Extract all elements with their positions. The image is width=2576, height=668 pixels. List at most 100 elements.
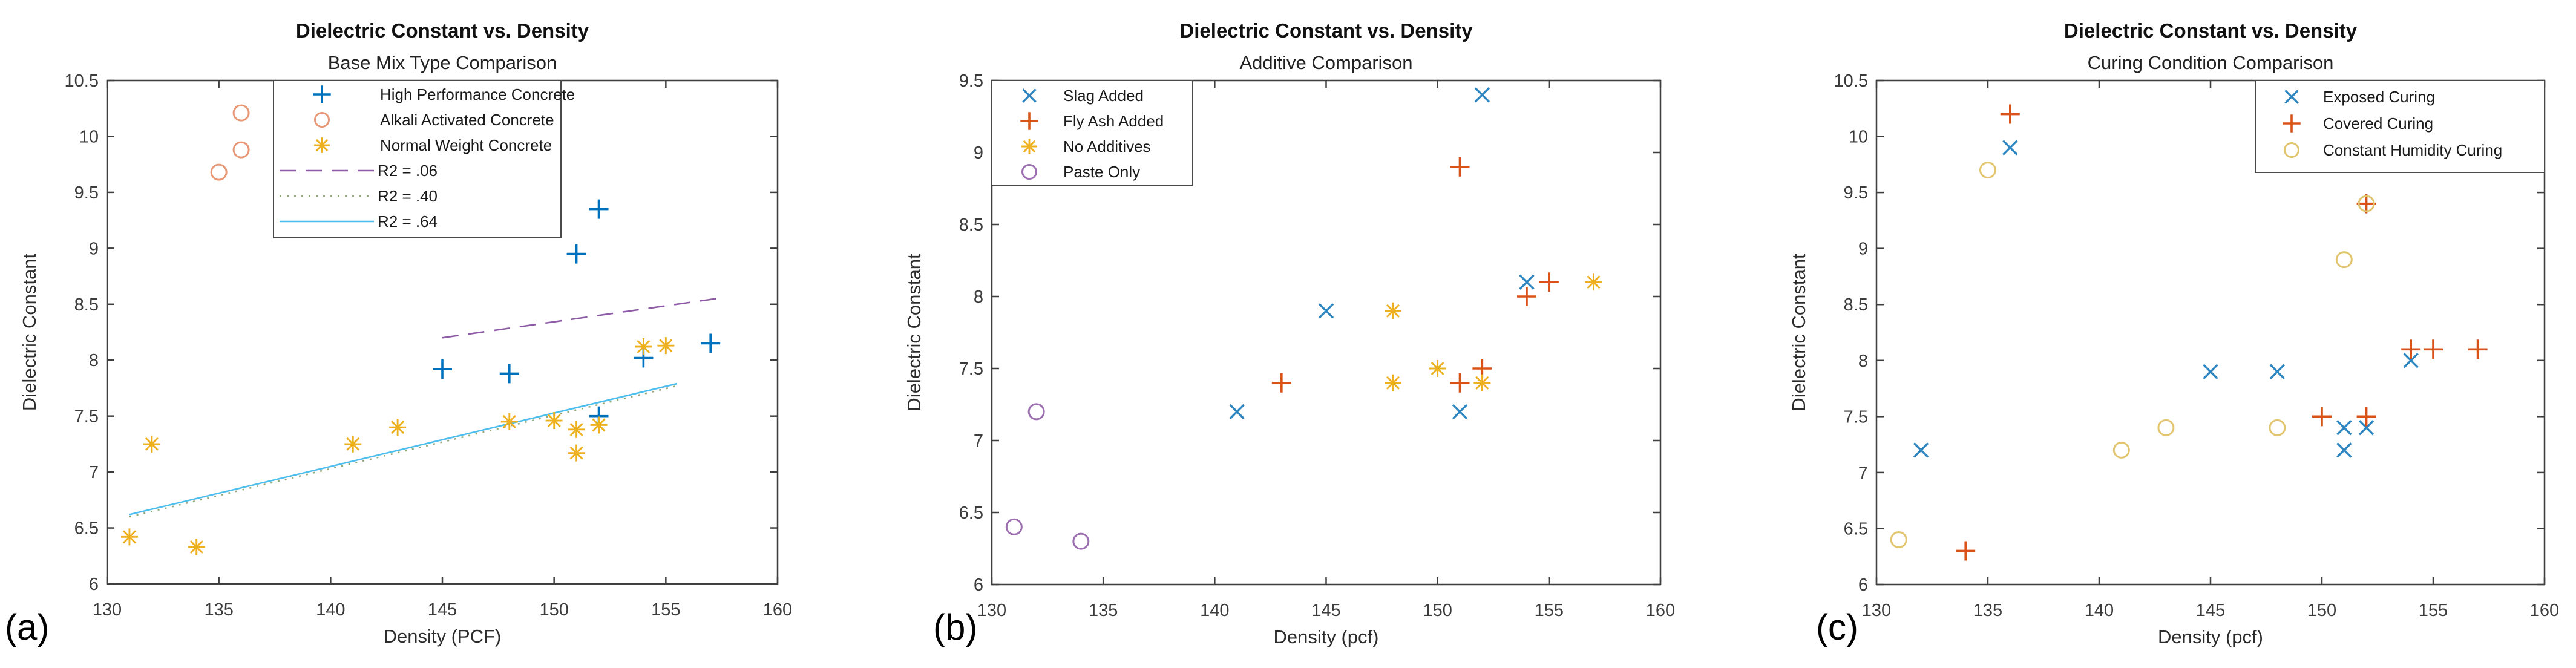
- y-axis-label: Dielectric Constant: [903, 254, 925, 411]
- x-tick-label: 140: [316, 600, 345, 620]
- legend-label: Normal Weight Concrete: [380, 136, 552, 154]
- data-point-circle: [2335, 251, 2353, 269]
- legend-label: No Additives: [1063, 137, 1151, 156]
- y-tick-label: 8.5: [1844, 295, 1868, 315]
- x-tick-label: 135: [1973, 601, 2002, 620]
- plot-title: Dielectric Constant vs. Density: [1179, 19, 1473, 42]
- x-tick-label: 130: [1862, 601, 1891, 620]
- data-point-x: [2203, 364, 2218, 379]
- x-axis-label: Density (pcf): [2158, 626, 2263, 647]
- data-point-circle: [2358, 195, 2375, 212]
- x-tick-label: 130: [977, 601, 1006, 620]
- series-fly-ash-added: [1271, 157, 1559, 393]
- legend-marker-circle-icon: [2284, 142, 2299, 158]
- data-point-circle: [210, 163, 228, 181]
- legend-marker-asterisk-icon: [1021, 139, 1037, 154]
- plot-b: Dielectric Constant vs. Density Additive …: [903, 19, 1675, 647]
- data-point-plus: [2000, 104, 2020, 124]
- data-point-x: [1229, 404, 1245, 420]
- data-point-asterisk: [635, 338, 652, 356]
- x-tick-label: 150: [2307, 601, 2336, 620]
- legend-label: Constant Humidity Curing: [2323, 141, 2502, 159]
- legend-box: [991, 80, 1193, 186]
- data-point-circle: [232, 141, 250, 159]
- data-point-plus: [433, 359, 452, 379]
- x-tick-label: 135: [1089, 601, 1118, 620]
- legend-label: Alkali Activated Concrete: [380, 111, 554, 129]
- data-point-plus: [2356, 194, 2376, 214]
- series-constant-humidity-curing: [1890, 162, 2375, 548]
- x-tick-label: 145: [2196, 601, 2225, 620]
- data-point-plus: [1450, 157, 1470, 177]
- legend-marker-plus-icon: [1020, 112, 1038, 130]
- legend-marker-x-icon: [2284, 90, 2299, 104]
- legend-marker-circle-icon: [314, 112, 330, 128]
- series-covered-curing: [1956, 104, 2488, 561]
- legend-marker-plus-icon: [313, 85, 331, 103]
- legend-marker-circle-icon: [1021, 164, 1037, 180]
- data-point-circle: [1027, 403, 1045, 421]
- y-tick-label: 9: [974, 143, 983, 163]
- plot-a: Dielectric Constant vs. Density Base Mix …: [19, 19, 792, 647]
- data-point-x: [2002, 140, 2018, 156]
- y-tick-label: 7.5: [1844, 407, 1868, 427]
- y-tick-label: 8: [974, 287, 983, 307]
- plot-subtitle: Base Mix Type Comparison: [328, 52, 557, 73]
- y-tick-label: 10: [79, 127, 99, 146]
- trend-line: [442, 296, 724, 339]
- data-point-x: [1452, 404, 1468, 420]
- data-point-x: [2336, 442, 2352, 458]
- data-point-asterisk: [120, 528, 138, 546]
- data-point-plus: [1539, 272, 1559, 292]
- y-tick-label: 6: [974, 575, 983, 595]
- data-point-asterisk: [188, 538, 205, 555]
- data-point-plus: [1517, 287, 1536, 306]
- series-alkali-activated-concrete: [210, 104, 250, 181]
- data-point-asterisk: [568, 444, 585, 462]
- y-tick-label: 9.5: [1844, 183, 1868, 203]
- y-tick-label: 7: [974, 431, 983, 451]
- data-point-plus: [566, 244, 586, 264]
- data-point-asterisk: [143, 435, 160, 453]
- data-point-asterisk: [657, 337, 675, 355]
- data-point-circle: [1979, 162, 1996, 179]
- data-point-plus: [2356, 407, 2376, 427]
- trend-line: [129, 385, 678, 518]
- y-tick-label: 10.5: [1834, 71, 1868, 91]
- data-point-plus: [1956, 541, 1976, 561]
- legend-marker-asterisk-icon: [314, 137, 330, 153]
- y-tick-label: 6: [89, 575, 99, 594]
- y-tick-label: 6.5: [1844, 519, 1868, 539]
- x-axis-label: Density (PCF): [384, 626, 502, 647]
- series-normal-weight-concrete: [120, 337, 675, 555]
- series-high-performance-concrete: [433, 199, 721, 426]
- legend-label: High Performance Concrete: [380, 85, 575, 103]
- y-tick-label: 8.5: [959, 215, 983, 235]
- data-point-circle: [1005, 518, 1023, 535]
- panel-letter-c: (c): [1816, 607, 1858, 647]
- plot-title: Dielectric Constant vs. Density: [296, 19, 589, 42]
- data-point-x: [1318, 303, 1334, 319]
- x-tick-label: 150: [539, 600, 568, 620]
- data-point-plus: [701, 333, 721, 353]
- legend-box: [273, 80, 562, 238]
- y-tick-label: 7: [1858, 463, 1868, 483]
- panel-letter-a: (a): [5, 607, 50, 647]
- data-point-asterisk: [389, 419, 407, 436]
- data-point-x: [1474, 87, 1490, 103]
- y-axis-label: Dielectric Constant: [1788, 254, 1809, 411]
- data-point-asterisk: [1585, 273, 1602, 291]
- legend-marker-x-icon: [1022, 88, 1037, 103]
- data-point-asterisk: [1385, 374, 1401, 391]
- y-tick-label: 6: [1858, 575, 1868, 595]
- data-point-plus: [589, 199, 609, 219]
- plot-title: Dielectric Constant vs. Density: [2064, 19, 2358, 42]
- series-slag-added: [1229, 87, 1535, 420]
- plot-subtitle: Additive Comparison: [1239, 52, 1412, 73]
- data-point-circle: [232, 104, 250, 122]
- panel-b: Dielectric Constant vs. Density Additive …: [859, 0, 1717, 668]
- plot-subtitle: Curing Condition Comparison: [2088, 52, 2334, 73]
- y-tick-label: 7.5: [959, 359, 983, 379]
- x-tick-label: 155: [1535, 601, 1564, 620]
- panel-letter-b: (b): [933, 607, 978, 647]
